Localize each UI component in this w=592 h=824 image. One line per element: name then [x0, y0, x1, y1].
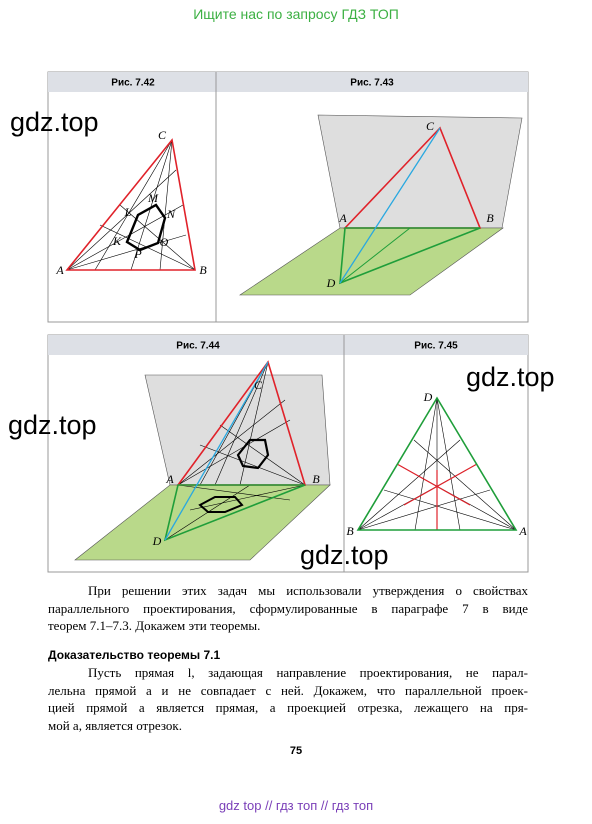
point-label: O	[160, 235, 169, 249]
point-label: A	[165, 472, 174, 486]
figure-line	[66, 234, 187, 271]
caption: Рис. 7.45	[414, 341, 458, 352]
figure-line	[119, 204, 196, 271]
point-label: B	[199, 263, 207, 277]
figure-line	[214, 361, 269, 486]
figure-line	[383, 489, 517, 531]
text-line: лельна прямой a и не совпадает с ней. До…	[48, 682, 528, 698]
watermark: gdz.top	[10, 107, 99, 137]
figure-line	[414, 397, 438, 531]
projection	[163, 484, 306, 542]
point-label: P	[133, 247, 142, 261]
figure-line	[239, 361, 269, 486]
point-label: A	[55, 263, 64, 277]
point-label: C	[426, 119, 435, 133]
caption: Рис. 7.43	[350, 78, 394, 89]
figure-line	[403, 463, 478, 506]
header-link[interactable]: Ищите нас по запросу ГДЗ ТОП	[193, 6, 399, 22]
hexagon-projection	[198, 496, 244, 513]
text-line: мой a, является отрезок.	[48, 717, 182, 733]
triangle	[356, 396, 518, 531]
page-number: 75	[289, 745, 303, 757]
text-line: Пусть прямая l, задающая направление про…	[88, 665, 528, 680]
plane	[144, 374, 331, 486]
text-line: При решении этих задач мы использовали у…	[88, 583, 528, 598]
point-label: D	[423, 390, 433, 404]
point-label: K	[112, 234, 122, 248]
text-line: параллельного проектирования, сформулиро…	[48, 600, 528, 616]
point-label: B	[312, 472, 320, 486]
projecting-line	[164, 361, 269, 541]
paragraph: При решении этих задач мы использовали у…	[48, 582, 528, 635]
figure-line	[189, 484, 306, 511]
point-label: A	[338, 211, 347, 225]
point-label: D	[152, 534, 162, 548]
caption-bar	[48, 72, 528, 92]
figure-line	[396, 463, 471, 506]
paragraph: Пусть прямая l, задающая направление про…	[48, 664, 528, 734]
hexagon	[125, 203, 167, 252]
heading: Доказательство теоремы 7.1	[48, 648, 221, 662]
figure-line	[177, 419, 291, 486]
figure-line	[413, 439, 517, 531]
watermark: gdz.top	[300, 540, 389, 570]
point-label: C	[254, 378, 263, 392]
figure-line	[219, 424, 306, 486]
text-line: цией прямой a является прямая, а проекци…	[48, 700, 528, 715]
hexagon	[236, 438, 270, 470]
point-label: B	[346, 524, 354, 538]
projection-line	[339, 227, 411, 284]
caption: Рис. 7.42	[111, 78, 155, 89]
watermark: gdz.top	[8, 410, 97, 440]
point-label: M	[147, 191, 159, 205]
projecting-line	[339, 127, 441, 284]
watermark: gdz.top	[466, 362, 555, 392]
figure-line	[199, 444, 306, 486]
point-label: B	[486, 211, 494, 225]
point-label: L	[124, 205, 132, 219]
caption-bar	[48, 335, 528, 355]
point-label: A	[518, 524, 527, 538]
caption: Рис. 7.44	[176, 341, 220, 352]
point-label: N	[166, 207, 176, 221]
point-label: C	[158, 128, 167, 142]
triangle	[65, 138, 196, 271]
figure-line	[66, 169, 177, 271]
figure-line	[357, 489, 491, 531]
fig-745-red	[396, 463, 478, 530]
projection	[339, 227, 481, 285]
figure-line	[94, 139, 173, 271]
figure-line	[177, 399, 286, 486]
footer-link[interactable]: gdz top // гдз топ // гдз топ	[218, 798, 374, 813]
figure-line	[357, 439, 461, 531]
text-line: теорем 7.1–7.3. Докажем эти теоремы.	[48, 618, 261, 633]
point-label: D	[326, 276, 336, 290]
figure-line	[436, 397, 461, 531]
figure-line	[159, 139, 173, 271]
